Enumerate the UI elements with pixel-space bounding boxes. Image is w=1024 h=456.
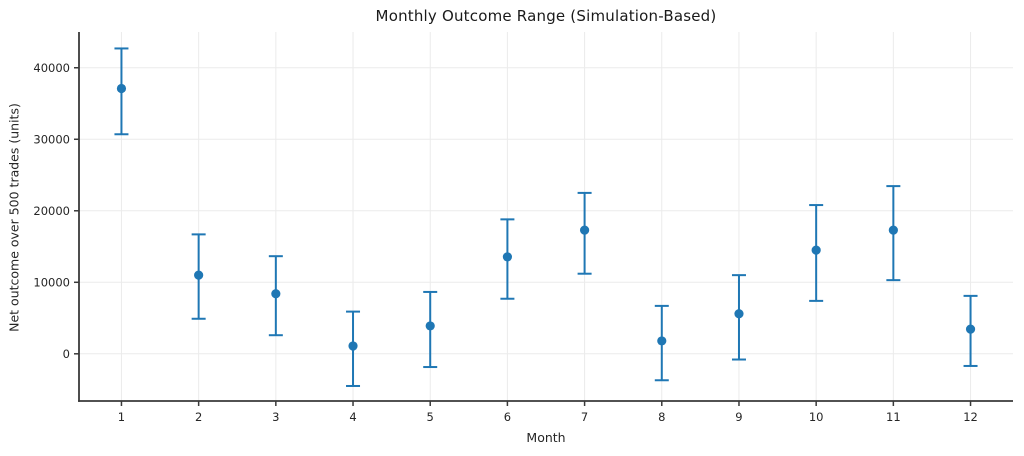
data-point-marker: [116, 83, 127, 94]
x-tick-label: 9: [735, 410, 742, 424]
data-point-marker: [502, 252, 513, 262]
x-tick-label: 1: [118, 410, 125, 424]
data-point-marker: [965, 324, 976, 334]
data-point-marker: [194, 270, 204, 280]
data-point-marker: [348, 341, 358, 351]
y-tick-label: 30000: [33, 132, 70, 146]
x-tick-label: 8: [658, 410, 665, 424]
data-point-marker: [811, 245, 821, 255]
x-tick-label: 3: [272, 410, 279, 424]
x-tick-label: 12: [963, 410, 978, 424]
data-point-marker: [657, 336, 667, 346]
x-tick-label: 11: [886, 410, 901, 424]
data-point-marker: [425, 321, 435, 331]
x-tick-label: 5: [427, 410, 434, 424]
data-point-marker: [271, 289, 281, 299]
y-axis-title: Net outcome over 500 trades (units): [6, 103, 22, 332]
x-axis-title: Month: [526, 430, 566, 445]
data-point-marker: [888, 225, 898, 235]
x-tick-label: 4: [349, 410, 356, 424]
y-tick-label: 10000: [33, 275, 70, 289]
x-tick-label: 6: [504, 410, 511, 424]
x-tick-label: 7: [581, 410, 588, 424]
data-point-marker: [579, 225, 590, 235]
x-tick-label: 10: [809, 410, 824, 424]
data-point-marker: [734, 309, 744, 319]
y-tick-label: 40000: [33, 61, 70, 75]
chart-title: Monthly Outcome Range (Simulation-Based): [375, 7, 717, 25]
y-tick-label: 0: [63, 347, 70, 361]
y-tick-label: 20000: [33, 204, 70, 218]
x-tick-label: 2: [195, 410, 202, 424]
